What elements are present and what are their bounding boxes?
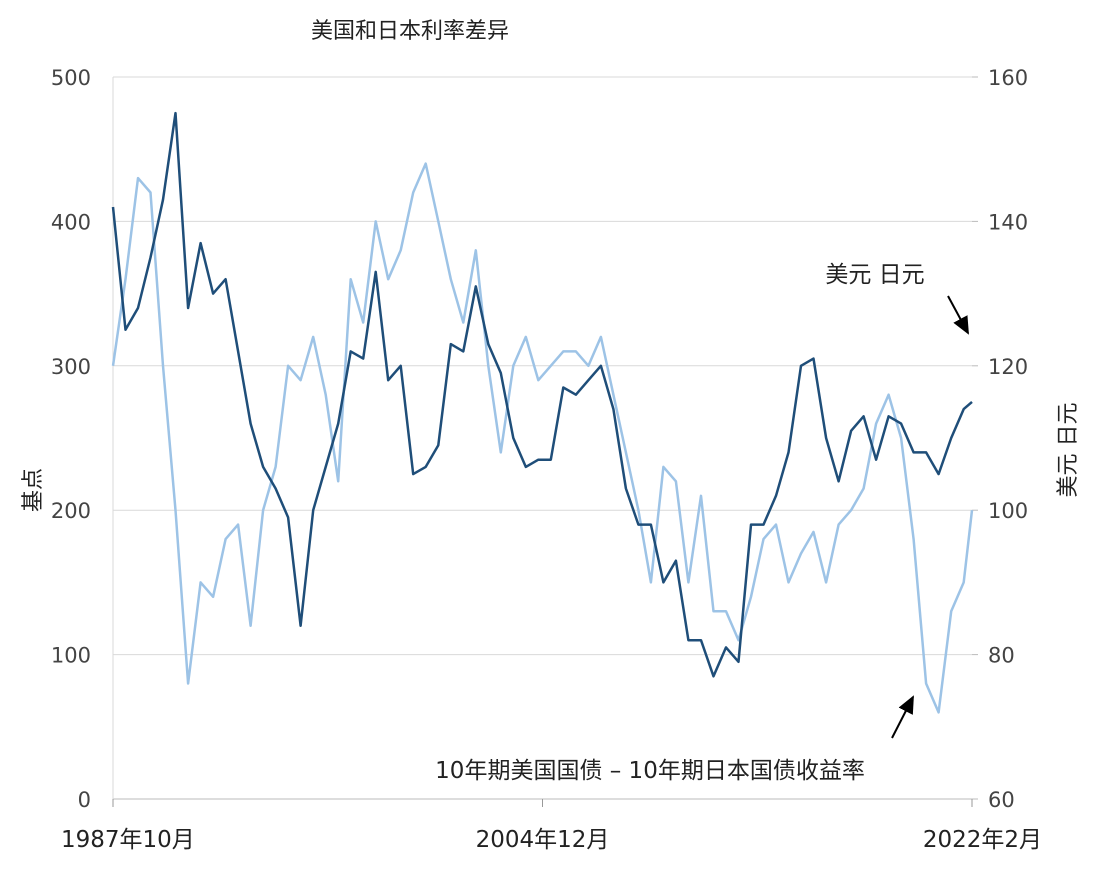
- y-tick-label: 100: [51, 644, 91, 668]
- y-tick-label: 400: [51, 210, 91, 234]
- arrow: [947, 295, 969, 335]
- x-tick-label: 1987年10月: [61, 827, 195, 853]
- y-tick-label: 0: [78, 788, 91, 812]
- x-tick-label: 2004年12月: [476, 827, 610, 853]
- y2-tick-label: 120: [988, 355, 1028, 379]
- y2-tick-label: 60: [988, 788, 1015, 812]
- arrow: [891, 695, 914, 739]
- y-axis-title: 基点: [21, 468, 46, 512]
- series-annotation: 美元 日元: [825, 262, 924, 288]
- y-tick-label: 500: [51, 66, 91, 90]
- y-tick-label: 300: [51, 355, 91, 379]
- x-tick-label: 2022年2月: [923, 827, 1042, 853]
- y2-tick-label: 160: [988, 66, 1028, 90]
- line-series: [111, 162, 974, 714]
- chart-title: 美国和日本利率差异: [311, 19, 509, 44]
- series-annotation: 10年期美国国债 – 10年期日本国债收益率: [435, 758, 865, 784]
- y2-tick-label: 80: [988, 644, 1015, 668]
- y2-tick-label: 140: [988, 210, 1028, 234]
- y2-tick-label: 100: [988, 499, 1028, 523]
- y2-axis-title: 美元 日元: [1056, 403, 1081, 498]
- line-series: [111, 111, 973, 678]
- y-tick-label: 200: [51, 499, 91, 523]
